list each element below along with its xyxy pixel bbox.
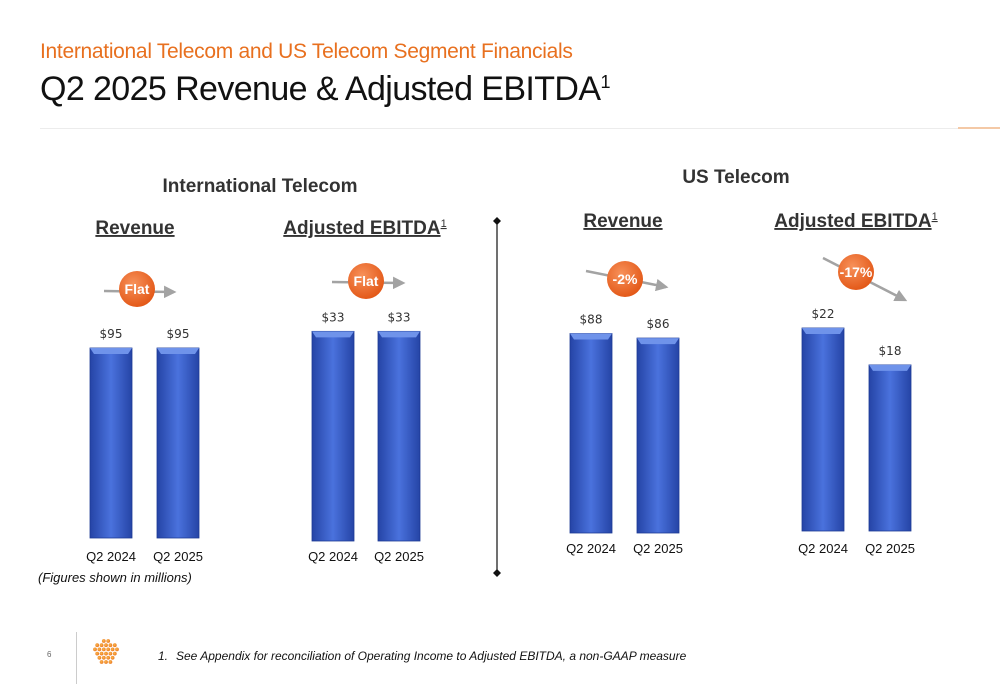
title-divider-accent: [958, 127, 1000, 129]
chart-0: Revenue Flat $95 Q2 2024 $95 Q2 2025: [86, 218, 203, 564]
logo-dot: [104, 660, 108, 664]
logo-dot: [110, 655, 115, 660]
category-label: Q2 2024: [308, 549, 358, 564]
chart-title: Revenue: [95, 218, 174, 239]
logo-dot: [99, 651, 104, 656]
bar: [89, 347, 133, 539]
change-badge-label: -2%: [613, 271, 638, 287]
slide-title-superscript: 1: [600, 72, 610, 92]
chart-2: Revenue -2% $88 Q2 2024 $86 Q2 2025: [566, 211, 683, 556]
category-label: Q2 2024: [566, 541, 616, 556]
logo-dot: [99, 660, 104, 664]
chart-title: Revenue: [583, 211, 662, 232]
group-heading-international-telecom: International Telecom: [163, 176, 358, 197]
logo-dot: [112, 651, 117, 656]
section-divider-bottom-marker: [493, 569, 501, 577]
bar: [311, 330, 355, 542]
chart-title: Adjusted EBITDA1: [283, 218, 446, 239]
bar: [569, 333, 613, 534]
logo-dot: [106, 655, 111, 660]
company-logo: [93, 639, 119, 664]
logo-dot: [101, 655, 106, 660]
change-badge-label: Flat: [354, 273, 379, 289]
footnote-text: See Appendix for reconciliation of Opera…: [176, 649, 687, 663]
logo-dot: [101, 647, 106, 652]
data-label: $95: [100, 327, 123, 341]
change-badge: [838, 254, 874, 290]
slide-title: Q2 2025 Revenue & Adjusted EBITDA1: [40, 70, 611, 109]
slide-title-text: Q2 2025 Revenue & Adjusted EBITDA: [40, 70, 601, 108]
chart-title: Adjusted EBITDA1: [774, 211, 937, 232]
footnote-number: 1.: [158, 649, 169, 663]
logo-dot: [112, 643, 117, 648]
data-label: $33: [322, 310, 345, 324]
change-badge-label: -17%: [840, 264, 873, 280]
logo-dot: [106, 647, 111, 652]
category-label: Q2 2024: [86, 549, 136, 564]
chart-1: Adjusted EBITDA1 Flat $33 Q2 2024 $33 Q2 2025: [283, 218, 446, 564]
category-label: Q2 2024: [798, 541, 848, 556]
bar-top-bevel: [157, 348, 199, 354]
logo-dot: [95, 651, 100, 656]
logo-dot: [108, 651, 113, 656]
logo-dot: [108, 643, 113, 648]
bar-top-bevel: [570, 333, 612, 340]
logo-dot: [101, 639, 106, 643]
figures-note: (Figures shown in millions): [38, 570, 192, 585]
category-label: Q2 2025: [633, 541, 683, 556]
change-badge: [607, 261, 643, 297]
logo-dot: [97, 655, 102, 660]
category-label: Q2 2025: [865, 541, 915, 556]
chart-title-superscript: 1: [441, 218, 447, 230]
chart-title-superscript: 1: [932, 211, 938, 223]
chart-3: Adjusted EBITDA1 -17% $22 Q2 2024 $18 Q2 2025: [774, 211, 937, 556]
bar-top-bevel: [637, 338, 679, 345]
logo-dot: [93, 647, 97, 652]
data-label: $95: [167, 327, 190, 341]
logo-dot: [106, 639, 111, 643]
data-label: $22: [812, 307, 835, 321]
category-label: Q2 2025: [374, 549, 424, 564]
page-number: 6: [47, 650, 52, 659]
logo-dot: [104, 643, 108, 648]
data-label: $33: [388, 310, 411, 324]
logo-dot: [99, 643, 104, 648]
logo-dot: [97, 647, 102, 652]
logo-dot: [104, 651, 108, 656]
bar: [156, 347, 200, 539]
bar-top-bevel: [869, 364, 911, 371]
data-label: $18: [879, 344, 902, 358]
bar-top-bevel: [312, 331, 354, 338]
bar: [377, 330, 421, 542]
bar: [868, 364, 912, 532]
footnote: 1. See Appendix for reconciliation of Ope…: [158, 649, 686, 663]
bar-top-bevel: [802, 328, 844, 334]
category-label: Q2 2025: [153, 549, 203, 564]
change-badge: [348, 263, 384, 299]
data-label: $86: [647, 317, 670, 331]
bar: [636, 337, 680, 534]
logo-dot: [95, 643, 100, 648]
slide-subtitle: International Telecom and US Telecom Seg…: [40, 40, 573, 63]
logo-dot: [110, 647, 115, 652]
section-divider-top-marker: [493, 217, 501, 225]
bar: [801, 327, 845, 532]
logo-dot: [115, 647, 119, 652]
title-divider: [40, 128, 1000, 129]
data-label: $88: [580, 313, 603, 327]
bar-top-bevel: [90, 348, 132, 354]
footer-divider: [76, 632, 77, 684]
group-heading-us-telecom: US Telecom: [682, 167, 789, 188]
logo-dot: [108, 660, 113, 664]
bar-top-bevel: [378, 331, 420, 338]
change-badge-label: Flat: [125, 281, 150, 297]
change-badge: [119, 271, 155, 307]
